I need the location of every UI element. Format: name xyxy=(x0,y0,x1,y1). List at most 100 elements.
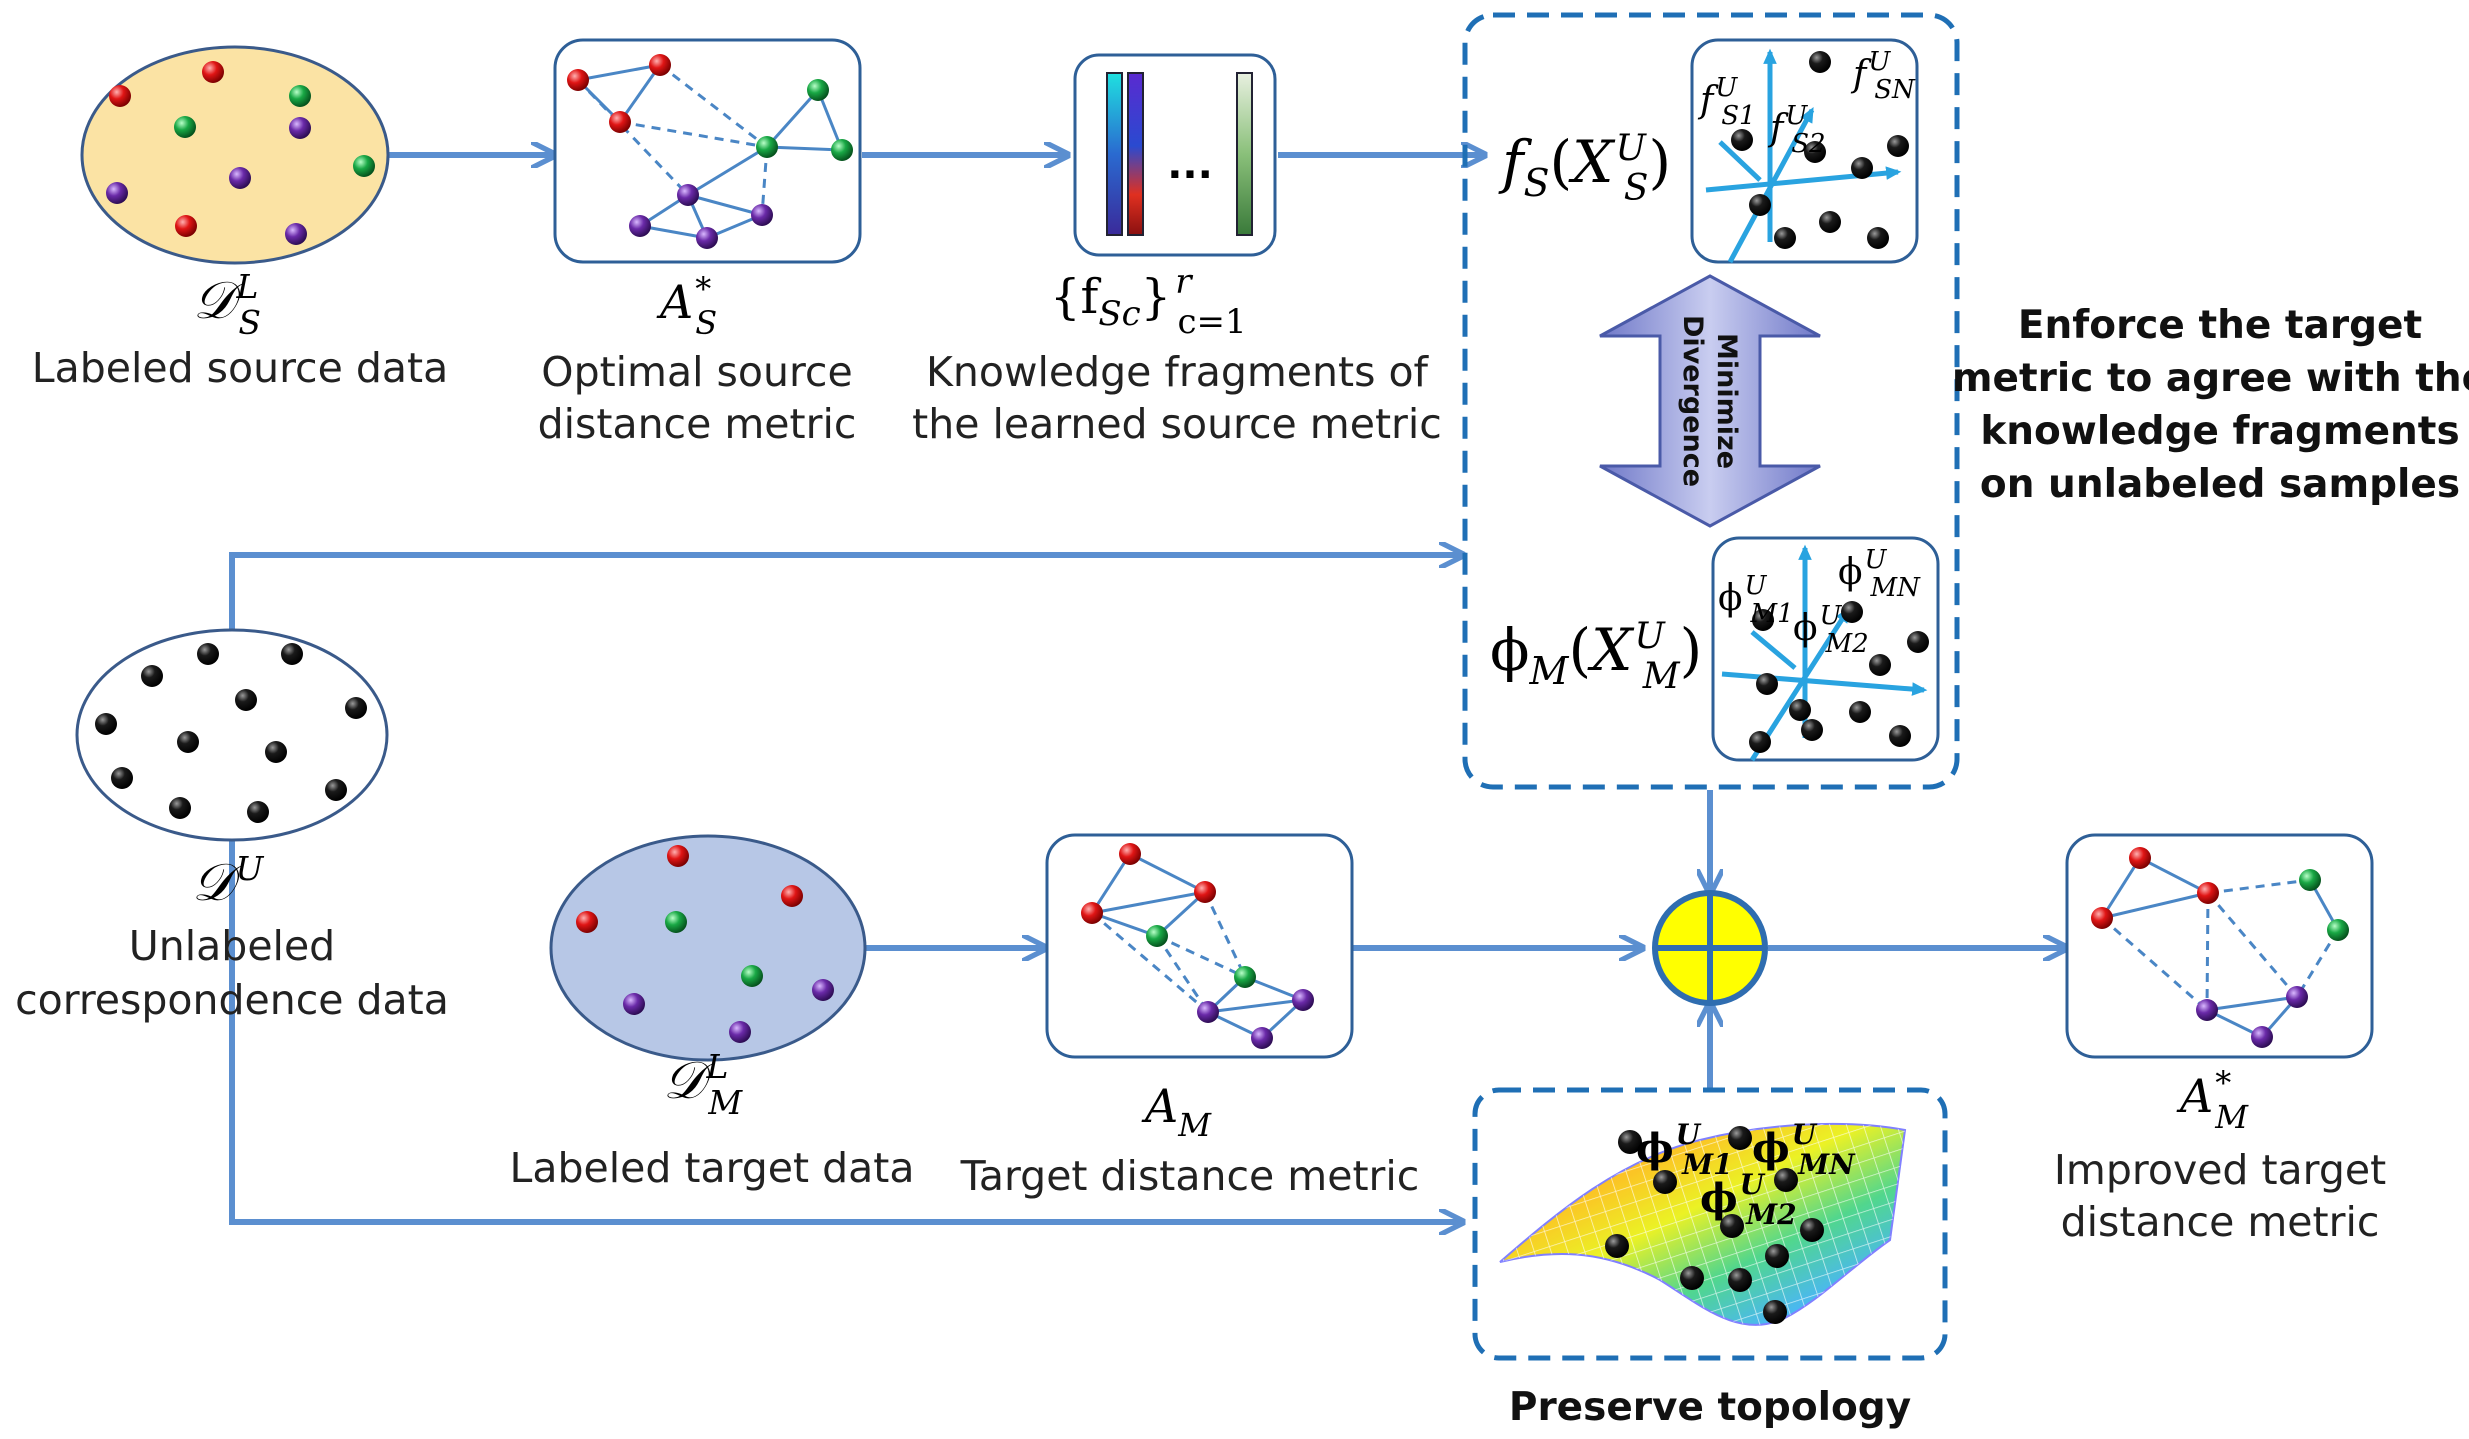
fragments-caption-line1: Knowledge fragments of xyxy=(926,348,1430,396)
fragment-bar xyxy=(1236,72,1253,236)
preserve-topology-panel: ϕU M1 ϕU MN ϕU M2 xyxy=(1472,1087,1948,1361)
enforce-note-line2: metric to agree with the xyxy=(1952,356,2469,401)
optimal-source-metric-panel xyxy=(553,38,862,264)
metric-node xyxy=(649,54,671,76)
fragments-formula: {fSc} r c=1 xyxy=(1050,262,1247,342)
metric-node xyxy=(1251,1027,1273,1049)
topology-label-2: ϕU M2 xyxy=(1700,1168,1797,1231)
divergence-label: MinimizeDivergence xyxy=(1677,315,1742,487)
target-metric-frame xyxy=(1045,833,1354,1059)
improved-metric-caption-line1: Improved target xyxy=(2054,1146,2386,1194)
source-node xyxy=(289,85,311,107)
metric-node xyxy=(751,204,773,226)
target-projection-points xyxy=(1749,601,1929,753)
metric-node xyxy=(1292,989,1314,1011)
unlabeled-caption-line2: correspondence data xyxy=(15,976,449,1024)
topology-dashed-box xyxy=(1472,1087,1948,1361)
metric-node xyxy=(807,79,829,101)
knowledge-fragments-panel: ... xyxy=(1073,53,1277,257)
unlabeled-symbol: 𝒟U xyxy=(192,849,265,913)
divergence-double-arrow xyxy=(1599,274,1821,528)
source-projection-panel: fU S1 fU S2 fU SN xyxy=(1690,38,1919,264)
source-node xyxy=(353,155,375,177)
metric-node xyxy=(2299,869,2321,891)
optimal-source-caption-line2: distance metric xyxy=(538,400,857,448)
metric-node xyxy=(831,139,853,161)
metric-node xyxy=(567,69,589,91)
topology-label-1: ϕU M1 xyxy=(1636,1118,1733,1181)
unlabeled-caption-line1: Unlabeled xyxy=(129,922,335,970)
target-projection-panel: ϕU M1 ϕU M2 ϕU MN xyxy=(1711,536,1940,762)
improved-metric-frame xyxy=(2065,833,2374,1059)
fragments-frame xyxy=(1073,53,1277,257)
source-node xyxy=(202,61,224,83)
metric-node xyxy=(2091,907,2113,929)
labeled-source-symbol: 𝒟L S xyxy=(193,267,261,342)
source-node xyxy=(285,223,307,245)
source-node xyxy=(229,167,251,189)
optimal-source-caption-line1: Optimal source xyxy=(541,348,852,396)
metric-node xyxy=(1146,925,1168,947)
source-node xyxy=(109,85,131,107)
source-axis-label-n: fU SN xyxy=(1850,47,1916,105)
target-metric-panel xyxy=(1045,833,1354,1059)
metric-node xyxy=(696,227,718,249)
labeled-target-caption: Labeled target data xyxy=(510,1144,915,1192)
fragment-bar xyxy=(1127,72,1144,236)
target-metric-caption: Target distance metric xyxy=(960,1152,1420,1200)
improved-metric-symbol: A* M xyxy=(2176,1064,2249,1136)
axis-line xyxy=(1727,107,1815,264)
target-axis-label-1: ϕU M1 xyxy=(1718,571,1794,629)
source-projection-points xyxy=(1731,51,1909,249)
metric-node xyxy=(609,111,631,133)
improved-metric-panel xyxy=(2065,833,2374,1059)
axis-line xyxy=(1718,140,1762,182)
metric-node xyxy=(1197,1001,1219,1023)
arrow-unlabeled-up xyxy=(229,555,1460,655)
metric-node xyxy=(756,136,778,158)
metric-node xyxy=(2129,847,2151,869)
metric-node xyxy=(2327,919,2349,941)
unlabeled-data xyxy=(75,628,389,842)
source-node xyxy=(289,117,311,139)
metric-node xyxy=(677,184,699,206)
metric-node xyxy=(2196,999,2218,1021)
metric-node xyxy=(1234,966,1256,988)
source-node xyxy=(175,215,197,237)
axis-line xyxy=(1750,630,1797,670)
source-node xyxy=(106,182,128,204)
metric-node xyxy=(629,215,651,237)
metric-node xyxy=(1194,881,1216,903)
source-projection-formula: fS(XU S) xyxy=(1498,128,1671,209)
source-data-ellipse xyxy=(80,45,390,265)
target-projection-formula: ϕM(XU M) xyxy=(1490,616,1702,697)
source-node xyxy=(174,116,196,138)
labeled-target-data xyxy=(549,834,867,1062)
metric-node xyxy=(2197,882,2219,904)
combiner-node xyxy=(1652,890,1768,1006)
topology-label-n: ϕU MN xyxy=(1752,1118,1856,1181)
fragment-bar xyxy=(1106,72,1123,236)
enforce-note-line4: on unlabeled samples xyxy=(1980,462,2460,507)
target-metric-symbol: AM xyxy=(1141,1079,1212,1144)
metric-node xyxy=(2251,1026,2273,1048)
metric-node xyxy=(1081,902,1103,924)
fragments-caption-line2: the learned source metric xyxy=(912,400,1442,448)
enforce-note-line1: Enforce the target xyxy=(2018,303,2422,348)
target-axis-label-2: ϕU M2 xyxy=(1793,601,1869,659)
arrow-unlabeled-down xyxy=(229,835,1460,1222)
labeled-source-caption: Labeled source data xyxy=(32,344,448,392)
target-axis-label-n: ϕU MN xyxy=(1838,545,1921,603)
target-data-ellipse xyxy=(549,834,867,1062)
fragments-ellipsis: ... xyxy=(1167,142,1213,188)
projection-dashed-box xyxy=(1462,12,1960,790)
topology-caption: Preserve topology xyxy=(1509,1385,1911,1430)
source-metric-frame xyxy=(553,38,862,264)
minimize-divergence-arrow: MinimizeDivergence xyxy=(1599,274,1821,528)
enforce-note-line3: knowledge fragments xyxy=(1980,409,2459,454)
optimal-source-symbol: A* S xyxy=(656,270,717,342)
unlabeled-data-ellipse xyxy=(75,628,389,842)
axis-line xyxy=(1721,671,1928,696)
topology-points xyxy=(1605,1126,1824,1324)
